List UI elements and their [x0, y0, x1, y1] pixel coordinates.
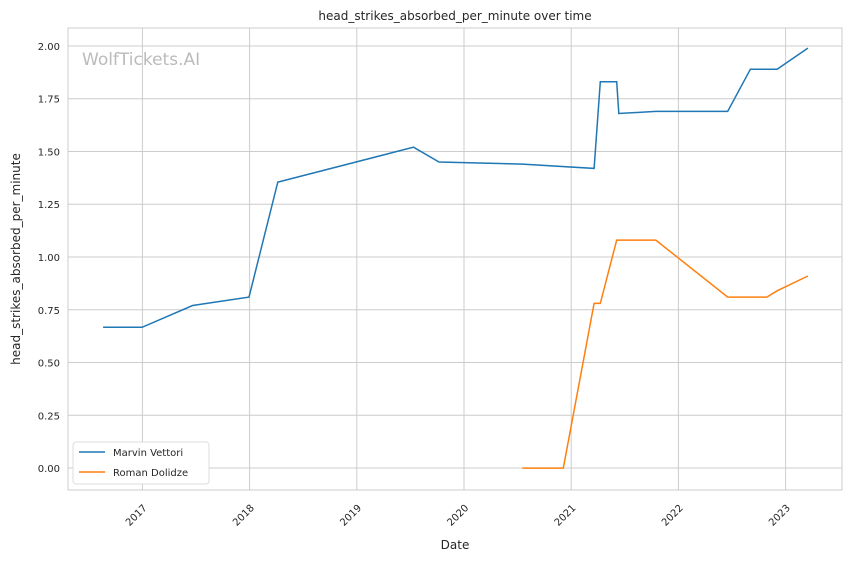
y-tick-label: 2.00 — [38, 42, 60, 53]
plot-area — [67, 27, 843, 491]
watermark: WolfTickets.AI — [82, 50, 200, 70]
y-axis-label: head_strikes_absorbed_per_minute — [9, 153, 23, 365]
y-tick-label: 0.25 — [38, 411, 60, 422]
y-tick-label: 0.00 — [38, 464, 60, 475]
x-axis-label: Date — [441, 538, 470, 552]
y-tick-label: 0.50 — [38, 359, 60, 370]
x-tick-label: 2022 — [660, 503, 686, 529]
chart-title: head_strikes_absorbed_per_minute over ti… — [318, 9, 591, 23]
y-tick-label: 1.50 — [38, 147, 60, 158]
x-tick-label: 2017 — [124, 503, 150, 529]
y-tick-label: 1.75 — [38, 95, 60, 106]
y-tick-label: 1.25 — [38, 200, 60, 211]
y-tick-label: 1.00 — [38, 253, 60, 264]
y-tick-label: 0.75 — [38, 306, 60, 317]
series-line-marvin-vettori — [103, 47, 809, 329]
x-tick-label: 2019 — [338, 503, 364, 529]
x-tick-label: 2020 — [446, 503, 472, 529]
x-tick-label: 2018 — [231, 503, 257, 529]
legend-label-marvin: Marvin Vettori — [113, 448, 183, 459]
x-tick-label: 2021 — [553, 503, 579, 529]
legend-label-roman: Roman Dolidze — [113, 468, 188, 479]
legend: Marvin Vettori Roman Dolidze — [72, 441, 210, 485]
x-tick-label: 2023 — [767, 503, 793, 529]
series-line-roman-dolidze — [522, 239, 809, 469]
